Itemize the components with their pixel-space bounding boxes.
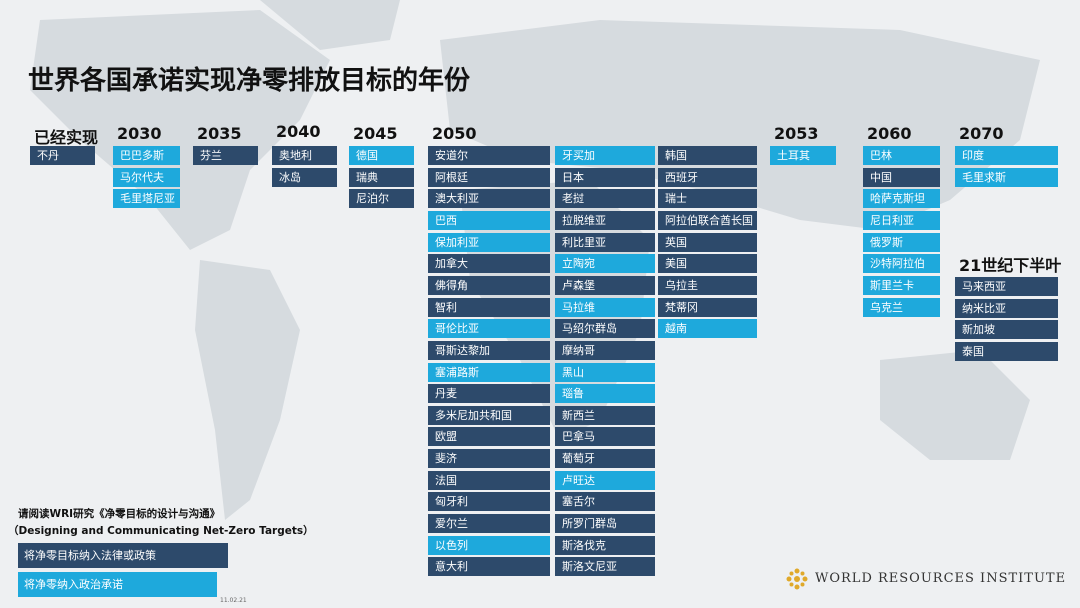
country-box: 哥伦比亚 — [428, 319, 550, 339]
country-box: 不丹 — [30, 146, 95, 165]
country-box: 尼日利亚 — [863, 210, 940, 230]
country-box: 塞舌尔 — [555, 492, 655, 512]
country-box: 毛里求斯 — [955, 167, 1058, 187]
logo-icon — [786, 568, 808, 590]
country-box: 越南 — [658, 319, 757, 339]
year-heading: 已经实现 — [34, 128, 99, 147]
country-box: 纳米比亚 — [955, 298, 1058, 318]
logo-text: WORLD RESOURCES INSTITUTE — [815, 571, 1067, 586]
country-box: 美国 — [658, 254, 757, 274]
year-heading: 2045 — [353, 124, 398, 143]
year-heading: 2040 — [276, 122, 321, 141]
country-box: 意大利 — [428, 557, 550, 577]
country-box: 巴拿马 — [555, 427, 655, 447]
year-heading: 2030 — [117, 124, 162, 143]
country-box: 巴林 — [863, 146, 940, 165]
country-box: 斯里兰卡 — [863, 275, 940, 295]
country-box: 以色列 — [428, 535, 550, 555]
year-heading: 2035 — [197, 124, 242, 143]
legend-item: 将净零纳入政治承诺 — [18, 572, 217, 597]
year-heading: 2053 — [774, 124, 819, 143]
country-box: 中国 — [863, 167, 940, 187]
country-box: 利比里亚 — [555, 232, 655, 252]
country-box: 加拿大 — [428, 254, 550, 274]
country-box: 瑙鲁 — [555, 384, 655, 404]
country-box: 所罗门群岛 — [555, 514, 655, 534]
country-box: 拉脱维亚 — [555, 210, 655, 230]
country-box: 泰国 — [955, 341, 1058, 361]
country-box: 斯洛文尼亚 — [555, 557, 655, 577]
country-box: 老挝 — [555, 189, 655, 209]
country-box: 丹麦 — [428, 384, 550, 404]
country-box: 立陶宛 — [555, 254, 655, 274]
country-box: 阿拉伯联合酋长国 — [658, 210, 757, 230]
country-box: 葡萄牙 — [555, 449, 655, 469]
country-box: 多米尼加共和国 — [428, 405, 550, 425]
country-box: 瑞典 — [349, 167, 414, 187]
year-heading: 2050 — [432, 124, 477, 143]
country-box: 乌克兰 — [863, 297, 940, 317]
country-box: 摩纳哥 — [555, 340, 655, 360]
country-box: 新加坡 — [955, 320, 1058, 340]
country-box: 奥地利 — [272, 146, 337, 165]
country-box: 匈牙利 — [428, 492, 550, 512]
country-box: 梵蒂冈 — [658, 297, 757, 317]
country-box: 斯洛伐克 — [555, 535, 655, 555]
country-box: 冰岛 — [272, 167, 337, 187]
date: 11.02.21 — [220, 597, 247, 604]
country-box: 韩国 — [658, 146, 757, 165]
country-box: 阿根廷 — [428, 167, 550, 187]
note: 请阅读WRI研究《净零目标的设计与沟通》 — [18, 508, 221, 520]
title: 世界各国承诺实现净零排放目标的年份 — [28, 66, 471, 96]
country-box: 斐济 — [428, 449, 550, 469]
year-heading: 21世纪下半叶 — [959, 256, 1062, 275]
country-box: 马拉维 — [555, 297, 655, 317]
country-box: 西班牙 — [658, 167, 757, 187]
country-box: 法国 — [428, 470, 550, 490]
country-box: 黑山 — [555, 362, 655, 382]
country-box: 巴西 — [428, 210, 550, 230]
country-box: 日本 — [555, 167, 655, 187]
country-box: 佛得角 — [428, 275, 550, 295]
country-box: 新西兰 — [555, 405, 655, 425]
country-box: 塞浦路斯 — [428, 362, 550, 382]
country-box: 印度 — [955, 146, 1058, 165]
country-box: 马绍尔群岛 — [555, 319, 655, 339]
country-box: 巴巴多斯 — [113, 146, 180, 165]
country-box: 德国 — [349, 146, 414, 165]
country-box: 土耳其 — [770, 146, 836, 165]
country-box: 英国 — [658, 232, 757, 252]
country-box: 俄罗斯 — [863, 232, 940, 252]
country-box: 尼泊尔 — [349, 189, 414, 209]
country-box: 哈萨克斯坦 — [863, 189, 940, 209]
legend-item: 将净零目标纳入法律或政策 — [18, 543, 228, 568]
country-box: 安道尔 — [428, 146, 550, 165]
year-heading: 2060 — [867, 124, 912, 143]
country-box: 欧盟 — [428, 427, 550, 447]
country-box: 卢旺达 — [555, 470, 655, 490]
country-box: 牙买加 — [555, 146, 655, 165]
country-box: 毛里塔尼亚 — [113, 189, 180, 209]
year-heading: 2070 — [959, 124, 1004, 143]
country-box: 澳大利亚 — [428, 189, 550, 209]
country-box: 乌拉圭 — [658, 275, 757, 295]
country-box: 智利 — [428, 297, 550, 317]
country-box: 爱尔兰 — [428, 514, 550, 534]
country-box: 马来西亚 — [955, 277, 1058, 296]
country-box: 哥斯达黎加 — [428, 340, 550, 360]
country-box: 卢森堡 — [555, 275, 655, 295]
country-box: 保加利亚 — [428, 232, 550, 252]
note-english: （Designing and Communicating Net-Zero Ta… — [8, 525, 314, 537]
country-box: 马尔代夫 — [113, 167, 180, 187]
country-box: 沙特阿拉伯 — [863, 254, 940, 274]
country-box: 瑞士 — [658, 189, 757, 209]
country-box: 芬兰 — [193, 146, 258, 165]
